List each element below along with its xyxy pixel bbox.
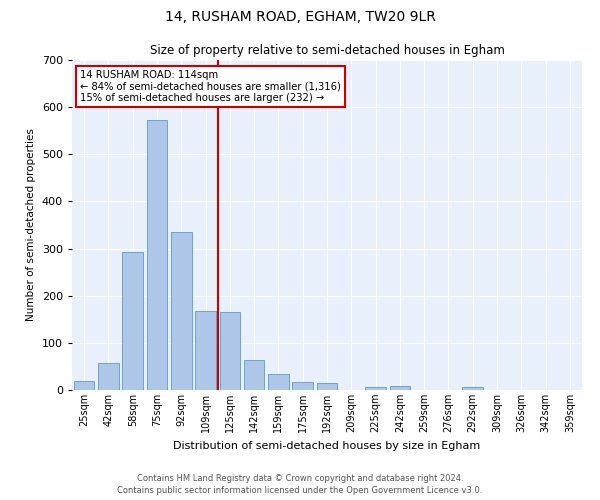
X-axis label: Distribution of semi-detached houses by size in Egham: Distribution of semi-detached houses by … [173, 440, 481, 450]
Bar [365, 386, 386, 390]
Text: 14 RUSHAM ROAD: 114sqm
← 84% of semi-detached houses are smaller (1,316)
15% of : 14 RUSHAM ROAD: 114sqm ← 84% of semi-det… [80, 70, 341, 103]
Bar [389, 386, 410, 390]
Y-axis label: Number of semi-detached properties: Number of semi-detached properties [26, 128, 36, 322]
Text: 14, RUSHAM ROAD, EGHAM, TW20 9LR: 14, RUSHAM ROAD, EGHAM, TW20 9LR [164, 10, 436, 24]
Title: Size of property relative to semi-detached houses in Egham: Size of property relative to semi-detach… [149, 44, 505, 58]
Bar [317, 384, 337, 390]
Bar [220, 312, 240, 390]
Bar [244, 360, 265, 390]
Text: Contains HM Land Registry data © Crown copyright and database right 2024.
Contai: Contains HM Land Registry data © Crown c… [118, 474, 482, 495]
Bar [122, 252, 143, 390]
Bar [463, 386, 483, 390]
Bar [146, 120, 167, 390]
Bar [268, 374, 289, 390]
Bar [195, 311, 216, 390]
Bar [74, 380, 94, 390]
Bar [171, 232, 191, 390]
Bar [292, 382, 313, 390]
Bar [98, 363, 119, 390]
